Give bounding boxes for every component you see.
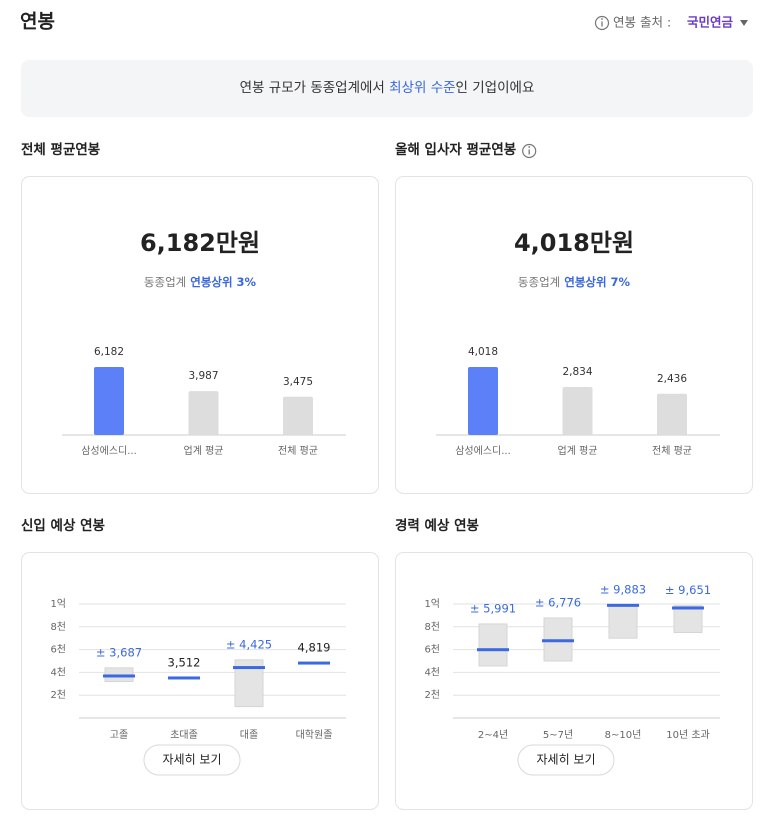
range-box <box>608 604 638 639</box>
y-tick-label: 8천 <box>424 621 440 633</box>
y-tick-label: 1억 <box>424 598 440 610</box>
value-label: 6,182 <box>94 346 124 358</box>
button-label[interactable]: 자세히 보기 <box>162 753 221 767</box>
banner-highlight: 최상위 수준 <box>389 80 455 96</box>
y-tick-label: 6천 <box>424 644 440 656</box>
category-label: 고졸 <box>110 729 128 741</box>
info-dot <box>528 146 531 148</box>
range-box <box>478 623 508 667</box>
value-label: 3,987 <box>188 370 218 382</box>
detail-button[interactable]: 자세히 보기 <box>517 744 615 776</box>
y-tick-label: 6천 <box>50 644 66 656</box>
bar <box>468 367 498 435</box>
headline: 6,182만원 <box>140 229 260 257</box>
dropdown-arrow[interactable] <box>740 20 748 26</box>
value-line <box>168 676 200 680</box>
category-label: 전체 평균 <box>278 445 318 457</box>
category-label: 전체 평균 <box>652 445 692 457</box>
value-line <box>672 606 704 610</box>
category-label: 2~4년 <box>478 729 508 741</box>
bar <box>283 396 313 435</box>
value-line <box>298 661 330 665</box>
value-label: 3,475 <box>283 376 313 388</box>
category-label: 업계 평균 <box>558 444 598 457</box>
value-label: 3,512 <box>168 655 201 669</box>
card <box>21 552 379 810</box>
category-label: 8~10년 <box>605 729 642 741</box>
category-label: 대학원졸 <box>296 729 333 741</box>
value-label: ± 9,883 <box>600 583 646 597</box>
value-label: 2,834 <box>562 366 592 378</box>
value-label: ± 6,776 <box>535 596 581 610</box>
value-label: ± 4,425 <box>226 637 272 651</box>
value-label: 4,819 <box>298 641 331 655</box>
bar <box>188 391 219 435</box>
value-line <box>607 603 639 607</box>
detail-button[interactable]: 자세히 보기 <box>143 744 241 776</box>
compare-note: 동종업계 연봉상위 7% <box>518 275 631 289</box>
value-label: 4,018 <box>468 346 498 358</box>
button-box[interactable] <box>143 744 241 776</box>
compare-label: 동종업계 <box>144 275 186 289</box>
page-title: 연봉 <box>20 11 55 33</box>
category-label: 삼성에스디... <box>455 445 511 457</box>
value-label: ± 9,651 <box>665 583 711 597</box>
category-label: 초대졸 <box>170 729 198 741</box>
headline: 4,018만원 <box>514 229 634 257</box>
section-title: 전체 평균연봉 <box>21 141 100 158</box>
banner <box>21 60 753 117</box>
bar <box>562 387 593 435</box>
value-label: ± 5,991 <box>470 601 516 615</box>
category-label: 업계 평균 <box>184 444 224 457</box>
source-dropdown[interactable]: 국민연금 <box>687 15 748 30</box>
section-title: 올해 입사자 평균연봉 <box>395 141 516 158</box>
compare-note: 동종업계 연봉상위 3% <box>144 275 257 289</box>
banner-text: 연봉 규모가 동종업계에서 최상위 수준인 기업이에요 <box>240 80 535 96</box>
compare-highlight: 연봉상위 3% <box>190 275 256 289</box>
compare-highlight: 연봉상위 7% <box>564 275 630 289</box>
category-label: 대졸 <box>240 729 258 741</box>
y-tick-label: 2천 <box>50 689 66 701</box>
y-tick-label: 4천 <box>424 666 440 678</box>
y-tick-label: 8천 <box>50 621 66 633</box>
compare-label: 동종업계 <box>518 275 560 289</box>
banner-text-after: 인 기업이에요 <box>456 80 535 96</box>
value-line <box>542 639 574 643</box>
y-tick-label: 1억 <box>50 598 66 610</box>
value-line <box>103 674 135 678</box>
value-label: 2,436 <box>657 373 687 385</box>
section-title: 경력 예상 연봉 <box>395 517 479 534</box>
banner-text-before: 연봉 규모가 동종업계에서 <box>240 80 390 96</box>
y-tick-label: 4천 <box>50 666 66 678</box>
category-label: 10년 초과 <box>666 729 710 741</box>
range-box <box>673 605 703 634</box>
button-label[interactable]: 자세히 보기 <box>536 753 595 767</box>
source-label: 연봉 출처 : <box>613 15 671 30</box>
category-label: 삼성에스디... <box>81 445 137 457</box>
info-icon <box>594 15 610 31</box>
y-tick-label: 2천 <box>424 689 440 701</box>
info-circle <box>522 143 537 159</box>
category-label: 5~7년 <box>543 729 573 741</box>
bar <box>94 367 124 435</box>
info-icon <box>522 143 537 159</box>
button-box[interactable] <box>517 744 615 776</box>
source-value[interactable]: 국민연금 <box>687 15 734 30</box>
value-line <box>477 648 509 652</box>
card <box>395 552 753 810</box>
value-label: ± 3,687 <box>96 645 142 659</box>
section-title: 신입 예상 연봉 <box>21 518 105 534</box>
bar <box>657 393 687 435</box>
value-line <box>233 666 265 670</box>
